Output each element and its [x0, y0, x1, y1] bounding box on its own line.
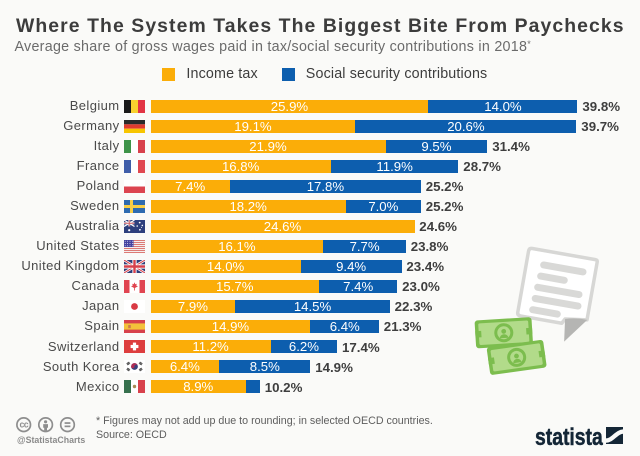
svg-text:cc: cc — [20, 419, 29, 429]
